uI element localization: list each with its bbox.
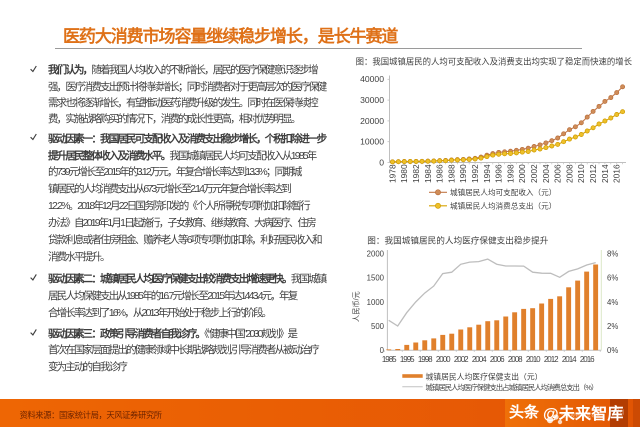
svg-text:2010: 2010 <box>576 164 586 183</box>
svg-text:2004: 2004 <box>541 164 551 183</box>
svg-text:2012: 2012 <box>588 164 598 183</box>
svg-text:图：我国城镇居民的人均医疗保健支出稳步提升: 图：我国城镇居民的人均医疗保健支出稳步提升 <box>367 235 549 246</box>
svg-text:城镇居民人均可支配收入（元）: 城镇居民人均可支配收入（元） <box>450 187 556 197</box>
svg-text:4%: 4% <box>607 298 618 307</box>
svg-text:1998: 1998 <box>505 164 515 183</box>
svg-text:1978: 1978 <box>387 164 397 183</box>
svg-text:人民币/元: 人民币/元 <box>352 291 361 322</box>
svg-text:2016: 2016 <box>580 355 595 364</box>
svg-text:1982: 1982 <box>411 164 421 183</box>
svg-text:城镇居民人均医疗保健支出占城镇居民人均消费总支出（%）: 城镇居民人均医疗保健支出占城镇居民人均消费总支出（%） <box>426 383 598 392</box>
svg-text:2002: 2002 <box>454 355 469 364</box>
svg-text:1980: 1980 <box>399 164 409 183</box>
svg-text:2016: 2016 <box>612 164 622 183</box>
svg-text:1985: 1985 <box>382 355 397 364</box>
svg-text:1992: 1992 <box>470 164 480 183</box>
svg-text:2008: 2008 <box>564 164 574 183</box>
svg-text:2010: 2010 <box>526 355 541 364</box>
svg-text:1986: 1986 <box>435 164 445 183</box>
svg-text:2%: 2% <box>607 322 618 331</box>
svg-text:10000: 10000 <box>360 137 384 147</box>
svg-text:图：我国城镇居民的人均可支配收入及消费支出均实现了稳定而快速: 图：我国城镇居民的人均可支配收入及消费支出均实现了稳定而快速的增长 <box>356 57 633 67</box>
svg-text:2006: 2006 <box>553 164 563 183</box>
svg-text:500: 500 <box>371 322 385 331</box>
svg-text:2000: 2000 <box>367 250 385 259</box>
svg-text:2000: 2000 <box>436 355 451 364</box>
svg-text:2008: 2008 <box>508 355 523 364</box>
svg-text:1998: 1998 <box>418 355 433 364</box>
svg-text:1996: 1996 <box>494 164 504 183</box>
svg-text:2002: 2002 <box>529 164 539 183</box>
svg-text:1984: 1984 <box>423 164 433 183</box>
svg-text:2000: 2000 <box>517 164 527 183</box>
svg-text:0%: 0% <box>607 346 618 355</box>
svg-text:城镇居民人均消费总支出（元）: 城镇居民人均消费总支出（元） <box>450 201 556 211</box>
svg-text:2014: 2014 <box>600 164 610 183</box>
svg-text:2004: 2004 <box>472 355 487 364</box>
svg-text:20000: 20000 <box>360 116 384 126</box>
svg-text:1994: 1994 <box>482 164 492 183</box>
svg-text:1500: 1500 <box>367 274 385 283</box>
svg-text:0: 0 <box>379 157 384 167</box>
svg-text:1990: 1990 <box>458 164 468 183</box>
svg-text:30000: 30000 <box>360 95 384 105</box>
svg-text:1000: 1000 <box>367 298 385 307</box>
svg-text:1995: 1995 <box>400 355 415 364</box>
svg-text:2012: 2012 <box>544 355 559 364</box>
svg-text:2014: 2014 <box>562 355 577 364</box>
svg-text:城镇居民人均医疗保健支出（元）: 城镇居民人均医疗保健支出（元） <box>426 372 543 382</box>
svg-text:6%: 6% <box>607 274 618 283</box>
svg-text:40000: 40000 <box>360 74 384 84</box>
svg-text:8%: 8% <box>607 250 618 259</box>
svg-text:2006: 2006 <box>490 355 505 364</box>
svg-text:1988: 1988 <box>446 164 456 183</box>
svg-text:0: 0 <box>380 346 385 355</box>
